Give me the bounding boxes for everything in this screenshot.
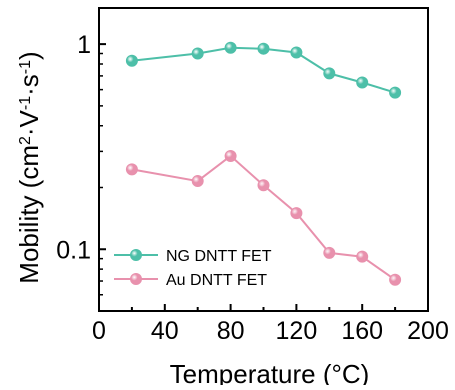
data-point [257,42,270,55]
legend-marker [130,273,142,285]
series-layer [125,41,402,286]
data-point [125,163,138,176]
data-point [191,175,204,188]
y-axis-title: Mobility (cm2·V-1·s-1) [14,51,44,283]
data-point [356,250,369,263]
data-point [389,86,402,99]
axes-layer [98,7,429,312]
data-point [323,67,336,80]
legend-marker [130,249,142,261]
data-point [389,273,402,286]
x-tick-label: 200 [407,317,449,345]
data-point [290,207,303,220]
data-point [290,46,303,59]
data-point [125,54,138,67]
labels-layer: 0 40 80 120 160 200 0.1 1 Temperature (°C) Mobili… [14,31,449,389]
legend: NG DNTT FET Au DNTT FET [114,248,272,289]
data-point [257,179,270,192]
x-tick-label: 160 [341,317,383,345]
data-point [191,47,204,60]
y-tick-label: 1 [77,31,91,59]
data-point [224,149,237,162]
data-point [224,41,237,54]
x-axis-title: Temperature (°C) [170,359,370,385]
x-tick-label: 120 [276,317,318,345]
data-point [356,76,369,89]
x-tick-label: 80 [217,317,245,345]
x-tick-label: 40 [151,317,179,345]
y-tick-label: 0.1 [56,236,91,264]
legend-label: NG DNTT FET [166,248,272,265]
legend-label: Au DNTT FET [166,272,267,289]
x-tick-label: 0 [92,317,106,345]
data-point [323,246,336,259]
